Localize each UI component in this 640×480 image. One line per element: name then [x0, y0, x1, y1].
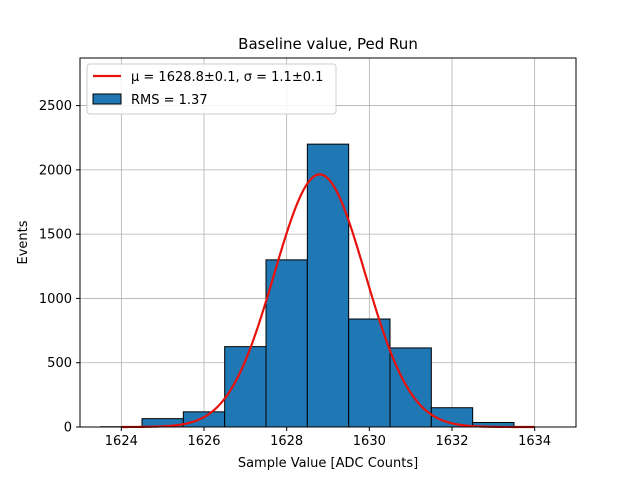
- x-tick-label: 1632: [435, 434, 468, 449]
- x-tick-label: 1630: [353, 434, 386, 449]
- x-axis-label: Sample Value [ADC Counts]: [238, 456, 418, 471]
- y-tick-label: 2000: [39, 163, 72, 178]
- histogram-bars: [100, 143, 515, 428]
- y-axis-label: Events: [16, 220, 31, 264]
- legend-rms-swatch: [92, 93, 122, 105]
- y-tick-label: 2500: [39, 99, 72, 114]
- x-tick-label: 1626: [187, 434, 220, 449]
- y-tick-label: 500: [47, 356, 72, 371]
- plot-frame: [79, 57, 577, 428]
- axis-ticks: 1624 1626 1628 1630 1632 1634 0 500 1000 1500 2000…: [39, 99, 551, 449]
- histogram-bar: [389, 347, 432, 428]
- x-tick-label: 1634: [518, 434, 551, 449]
- legend-box: [86, 63, 337, 115]
- histogram-bar: [265, 259, 308, 428]
- y-tick-label: 1500: [39, 228, 72, 243]
- y-tick-label: 1000: [39, 292, 72, 307]
- gaussian-fit: [121, 173, 535, 429]
- histogram-bar: [306, 143, 350, 428]
- legend: μ = 1628.8±0.1, σ = 1.1±0.1 RMS = 1.37: [86, 63, 337, 115]
- legend-fit-label: μ = 1628.8±0.1, σ = 1.1±0.1: [131, 70, 323, 85]
- legend-rms-label: RMS = 1.37: [131, 93, 208, 108]
- y-tick-label: 0: [64, 421, 72, 436]
- fit-curve: [121, 173, 535, 429]
- x-tick-label: 1624: [105, 434, 138, 449]
- histogram-bar: [182, 411, 226, 428]
- chart-title: Baseline value, Ped Run: [238, 35, 418, 53]
- x-tick-label: 1628: [270, 434, 303, 449]
